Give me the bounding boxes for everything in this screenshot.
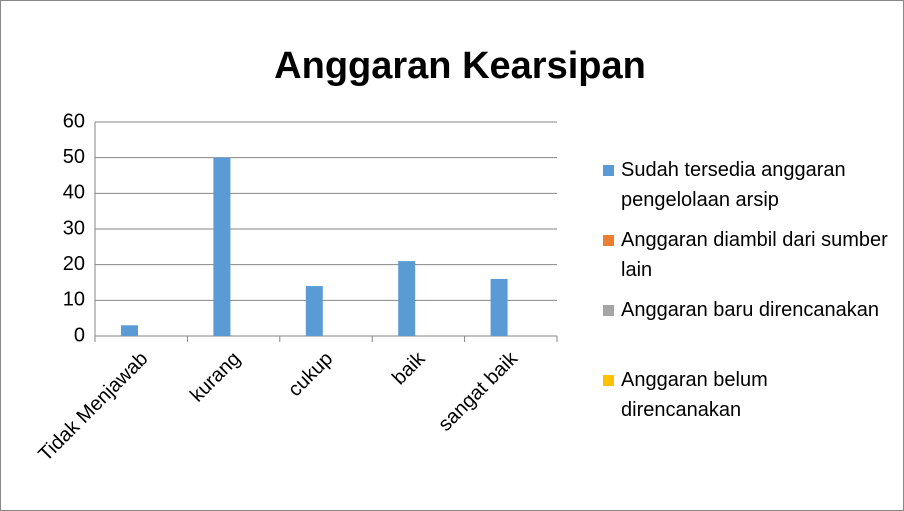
legend-item: Anggaran belum direncanakan <box>603 365 893 425</box>
legend-swatch <box>603 165 614 176</box>
bar <box>305 286 323 336</box>
legend-swatch <box>603 235 614 246</box>
legend-swatch <box>603 305 614 316</box>
legend-label: Sudah tersedia anggaran pengelolaan arsi… <box>621 159 846 211</box>
legend-item: Sudah tersedia anggaran pengelolaan arsi… <box>603 155 893 215</box>
y-tick-label: 10 <box>63 289 85 311</box>
legend-label: Anggaran diambil dari sumber lain <box>621 229 888 281</box>
y-tick-label: 0 <box>74 324 85 346</box>
y-tick-label: 30 <box>63 217 85 239</box>
legend-item: Anggaran diambil dari sumber lain <box>603 225 893 285</box>
bar <box>121 325 138 336</box>
bar <box>398 261 416 336</box>
y-tick-label: 50 <box>63 146 85 168</box>
legend-label: Anggaran belum direncanakan <box>621 369 768 421</box>
legend-label: Anggaran baru direncanakan <box>621 299 879 321</box>
bar <box>490 278 508 336</box>
legend-swatch <box>603 375 614 386</box>
y-tick-label: 20 <box>63 253 85 275</box>
legend-item: Anggaran baru direncanakan <box>603 295 893 325</box>
chart-title: Anggaran Kearsipan <box>274 45 646 87</box>
y-tick-label: 60 <box>63 110 85 132</box>
bar <box>213 157 231 336</box>
y-tick-label: 40 <box>63 182 85 204</box>
